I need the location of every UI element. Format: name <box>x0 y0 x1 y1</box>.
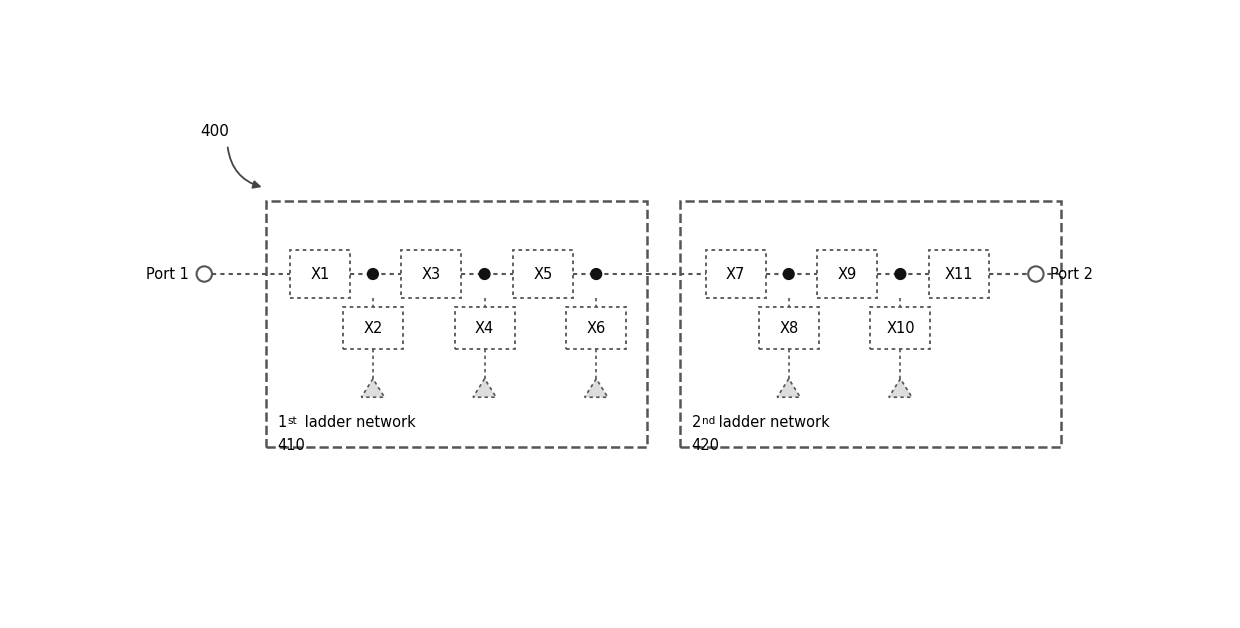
Bar <box>759 307 818 349</box>
Text: X5: X5 <box>533 266 553 281</box>
Polygon shape <box>889 379 911 398</box>
Polygon shape <box>585 379 608 398</box>
Text: X8: X8 <box>779 321 799 336</box>
Bar <box>681 201 1061 447</box>
Circle shape <box>367 269 378 279</box>
Text: Port 2: Port 2 <box>1050 266 1092 281</box>
Text: 1: 1 <box>278 415 286 430</box>
Bar <box>567 307 626 349</box>
Text: nd: nd <box>702 416 715 426</box>
Text: 420: 420 <box>692 438 719 453</box>
Text: X9: X9 <box>838 266 857 281</box>
Circle shape <box>479 269 490 279</box>
Bar <box>513 250 573 298</box>
Text: X7: X7 <box>725 266 745 281</box>
Polygon shape <box>777 379 800 398</box>
Bar <box>290 250 350 298</box>
Circle shape <box>895 269 905 279</box>
Bar <box>265 201 647 447</box>
Text: st: st <box>288 416 298 426</box>
Text: X10: X10 <box>887 321 915 336</box>
Text: 410: 410 <box>278 438 305 453</box>
Text: ladder network: ladder network <box>714 415 830 430</box>
Bar <box>817 250 877 298</box>
Circle shape <box>1028 266 1044 282</box>
Text: Port 1: Port 1 <box>146 266 188 281</box>
Bar <box>402 250 461 298</box>
Bar <box>870 307 930 349</box>
Text: X11: X11 <box>945 266 973 281</box>
Text: X4: X4 <box>475 321 495 336</box>
Bar <box>455 307 515 349</box>
Text: X1: X1 <box>310 266 330 281</box>
Circle shape <box>197 266 212 282</box>
Polygon shape <box>361 379 384 398</box>
Text: X6: X6 <box>587 321 606 336</box>
Text: X2: X2 <box>363 321 383 336</box>
Circle shape <box>590 269 601 279</box>
Circle shape <box>784 269 794 279</box>
Bar <box>929 250 990 298</box>
Text: X3: X3 <box>422 266 441 281</box>
Bar <box>343 307 403 349</box>
Text: 400: 400 <box>201 124 229 139</box>
Polygon shape <box>472 379 496 398</box>
Text: 2: 2 <box>692 415 701 430</box>
Bar <box>706 250 765 298</box>
Text: ladder network: ladder network <box>300 415 415 430</box>
